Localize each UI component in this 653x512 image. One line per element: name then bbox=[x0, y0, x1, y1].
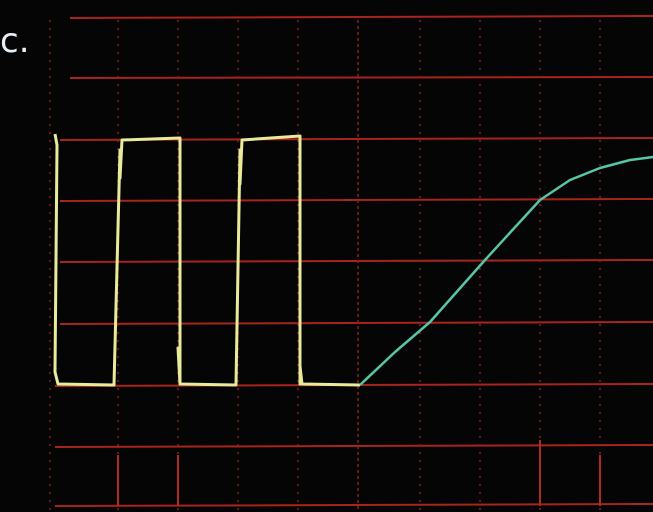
page: c. (() => { const data = JSON.parse(docu… bbox=[0, 0, 653, 512]
panel-label: c. bbox=[0, 21, 30, 61]
scope-screen: c. bbox=[0, 0, 653, 512]
grid-line bbox=[70, 77, 653, 78]
